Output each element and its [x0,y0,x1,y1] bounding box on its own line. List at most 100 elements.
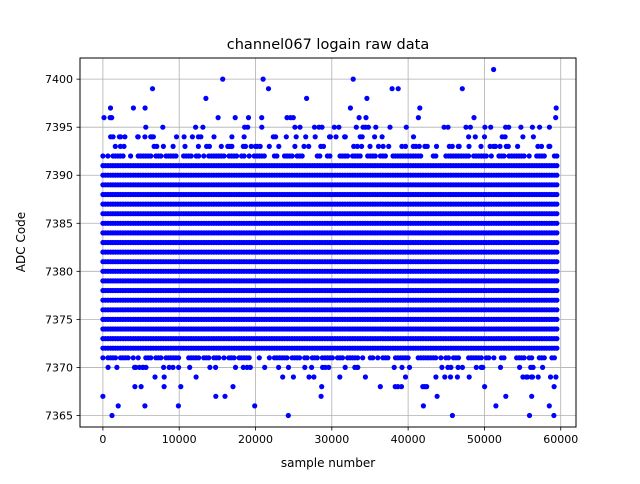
y-tick-label: 7375 [45,313,73,326]
data-point [354,143,360,149]
data-point [211,134,217,140]
outlier-point [203,95,209,101]
data-point [306,143,312,149]
data-point [486,355,492,361]
data-point [359,134,365,140]
data-point [230,384,236,390]
data-point [355,364,361,370]
data-point [520,134,526,140]
data-point [290,115,296,121]
data-point [234,153,240,159]
data-point [529,374,536,380]
data-point [259,124,265,130]
data-point [359,143,365,149]
data-point [304,355,310,361]
outlier-point [213,393,219,399]
data-point [181,134,187,140]
outlier-point [109,412,115,419]
data-point [143,124,149,130]
data-point [262,364,268,370]
y-tick-label: 7380 [45,265,73,278]
outlier-point [546,403,552,409]
data-point [241,153,247,159]
data-point [491,355,497,361]
data-point [319,384,325,390]
data-point [292,143,298,149]
outlier-point [252,403,258,409]
data-point [438,355,444,361]
data-point [488,124,494,130]
data-point [454,374,460,380]
data-point [339,355,346,361]
data-point [377,384,383,390]
data-point [206,143,212,149]
data-point [356,115,362,121]
data-point [259,115,265,121]
data-point [466,374,472,380]
data-point [554,259,560,265]
data-point [326,364,332,370]
data-point [229,134,235,140]
data-point [529,124,536,130]
data-point [540,364,546,370]
data-point [554,191,560,198]
data-point [327,134,333,140]
data-point [196,355,202,361]
data-point [541,355,547,361]
data-point [441,124,447,130]
data-point [215,115,221,121]
data-point [375,355,381,361]
outlier-point [260,76,266,82]
data-point [117,143,123,149]
data-point [501,355,507,361]
data-point [524,374,531,380]
data-point [110,134,116,140]
data-point [553,115,559,121]
data-point [297,124,303,130]
data-point [382,153,388,159]
outlier-point [392,384,398,390]
data-point [150,134,156,140]
data-point [161,364,167,370]
data-point [273,134,279,140]
data-point [554,249,560,255]
data-point [399,364,405,370]
data-point [221,355,227,361]
data-point [266,143,272,149]
x-tick-label: 30000 [314,433,349,446]
data-point [161,374,167,380]
data-point [424,384,430,390]
data-point [284,355,290,361]
data-point [342,364,348,370]
data-point [290,374,296,380]
outlier-point [389,86,395,92]
data-point [319,124,325,130]
data-point [483,153,489,159]
outlier-point [529,393,535,399]
data-point [173,153,179,159]
data-point [449,143,455,149]
data-point [481,134,488,140]
y-tick-label: 7395 [45,121,73,134]
data-point [554,211,560,217]
data-point [112,143,118,149]
data-point [380,143,386,149]
data-point [463,124,469,130]
y-tick-label: 7385 [45,217,73,230]
data-point [554,163,560,169]
data-point [375,143,382,149]
data-point [311,124,318,130]
data-point [554,278,560,284]
data-point [372,134,378,140]
data-point [355,355,361,361]
data-point [505,143,511,149]
data-point [357,153,363,159]
data-point [336,124,342,130]
data-point [466,134,472,140]
data-point [535,143,541,149]
data-point [554,316,560,322]
data-point [232,364,239,370]
outlier-point [149,86,156,92]
data-point [398,384,405,390]
